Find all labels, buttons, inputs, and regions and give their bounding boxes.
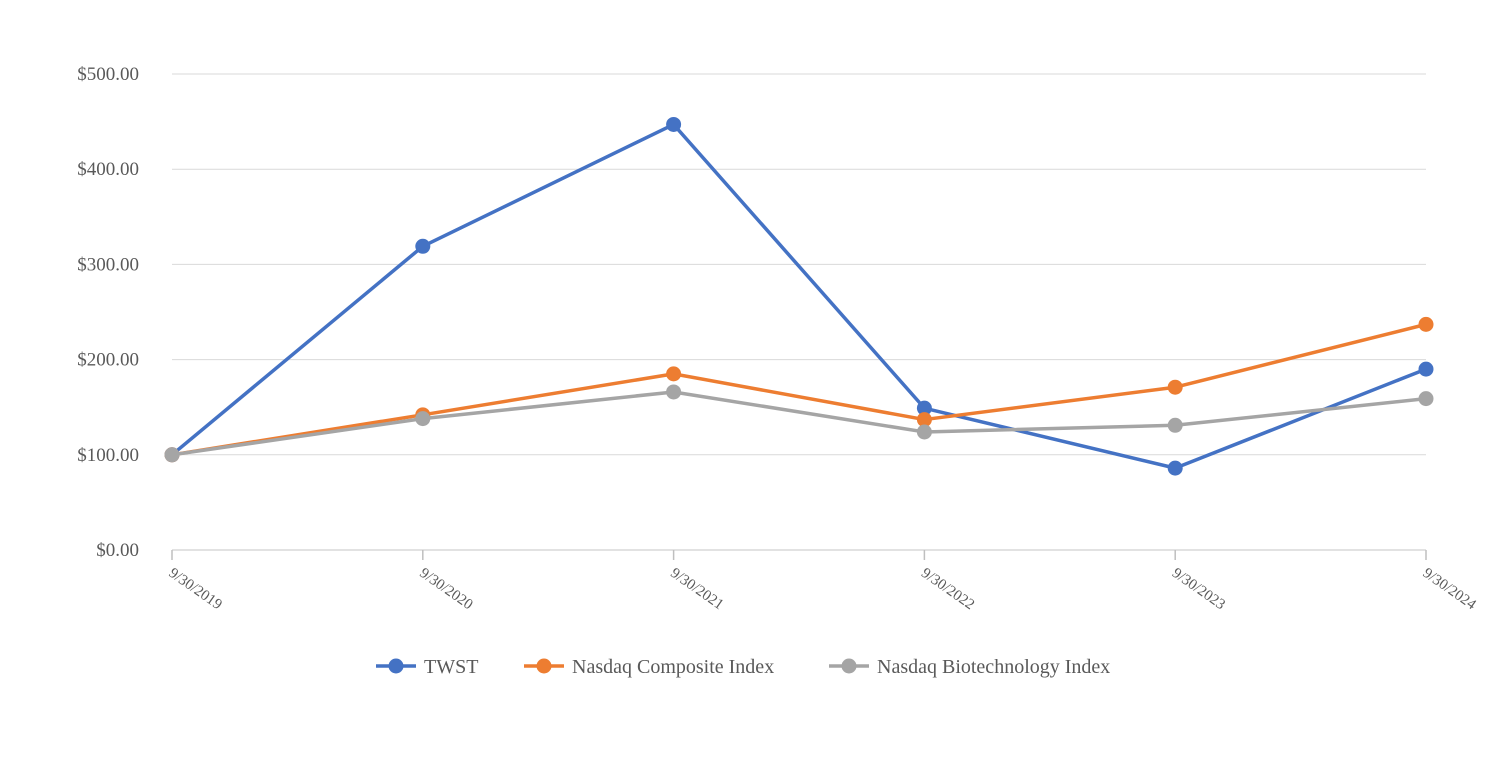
x-tick-label: 9/30/2022 [918,565,977,613]
series-lines [164,116,1434,476]
data-point [164,447,180,463]
data-point [1167,460,1183,476]
series-line [170,390,1428,457]
data-point [916,424,932,440]
legend-item: TWST [376,656,478,678]
gridlines [172,73,1426,551]
data-point [916,400,932,416]
series-0 [164,116,1434,476]
y-tick-label: $0.00 [96,540,139,561]
legend: TWST Nasdaq Composite Index Nasdaq Biotech… [376,656,1110,678]
series-line [170,122,1428,470]
data-point [1418,391,1434,407]
y-tick-label: $400.00 [77,159,139,180]
legend-item: Nasdaq Composite Index [524,656,774,678]
data-point [1418,361,1434,377]
x-tick-label: 9/30/2023 [1169,565,1228,613]
series-line [170,322,1428,457]
legend-label: Nasdaq Biotechnology Index [877,656,1110,678]
x-tick-label: 9/30/2024 [1420,565,1479,613]
data-point [666,366,682,382]
legend-marker [536,658,552,674]
data-point [1167,379,1183,395]
data-point [666,116,682,132]
x-axis: 9/30/2019 9/30/2020 9/30/2021 9/30/2022 9/30… [166,550,1479,613]
data-point [415,411,431,427]
legend-marker [388,658,404,674]
y-tick-label: $500.00 [77,64,139,85]
legend-label: TWST [424,656,478,678]
data-point [666,384,682,400]
data-point [415,238,431,254]
y-tick-label: $300.00 [77,254,139,275]
x-tick-label: 9/30/2021 [667,565,726,613]
data-point [916,412,932,428]
series-2 [164,384,1434,463]
x-tick-label: 9/30/2020 [417,565,476,613]
y-tick-label: $100.00 [77,445,139,466]
legend-label: Nasdaq Composite Index [572,656,774,678]
legend-item: Nasdaq Biotechnology Index [829,656,1110,678]
y-axis: $0.00 $100.00 $200.00 $300.00 $400.00 $500.00 [77,64,139,561]
legend-marker [841,658,857,674]
data-point [1418,316,1434,332]
y-tick-label: $200.00 [77,350,139,371]
x-tick-label: 9/30/2019 [166,565,225,613]
data-point [1167,417,1183,433]
